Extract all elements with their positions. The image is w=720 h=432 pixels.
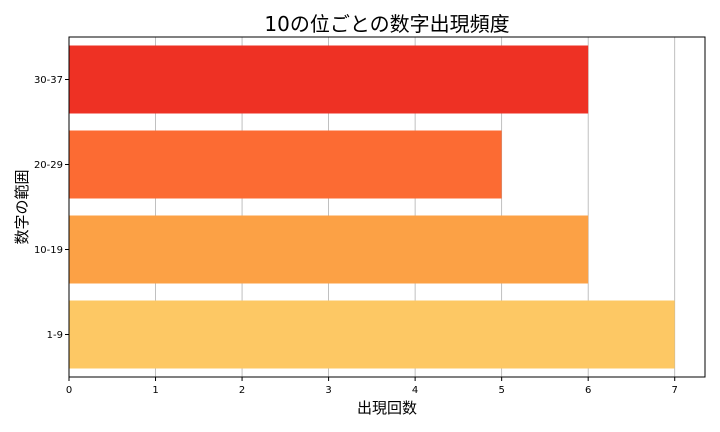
y-axis-ticks: 1-9 10-19 20-29 30-37	[34, 75, 69, 341]
y-tick-label: 1-9	[47, 330, 63, 341]
y-axis-label: 数字の範囲	[13, 169, 31, 244]
plot-frame	[68, 36, 706, 378]
x-tick-label: 2	[239, 385, 245, 396]
bar-30-37	[69, 45, 589, 114]
y-tick-label: 20-29	[34, 160, 63, 171]
x-tick-label: 3	[325, 385, 331, 396]
bar-10-19	[69, 215, 589, 284]
chart-title: 10の位ごとの数字出現頻度	[264, 12, 509, 36]
y-tick-label: 10-19	[34, 245, 63, 256]
bar-20-29	[69, 130, 502, 199]
x-axis-label: 出現回数	[357, 399, 417, 417]
x-tick-label: 5	[498, 385, 504, 396]
y-tick-label: 30-37	[34, 75, 63, 86]
x-tick-label: 7	[672, 385, 678, 396]
x-tick-label: 6	[585, 385, 591, 396]
bar-1-9	[69, 300, 675, 369]
x-tick-label: 0	[66, 385, 72, 396]
x-axis-ticks: 0 1 2 3 4 5 6 7	[66, 377, 678, 396]
x-tick-label: 4	[412, 385, 418, 396]
x-tick-label: 1	[152, 385, 158, 396]
bars	[69, 45, 675, 369]
